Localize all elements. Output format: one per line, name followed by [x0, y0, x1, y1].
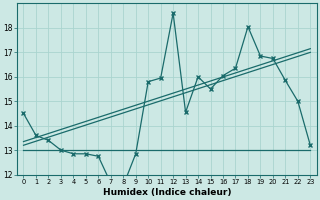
X-axis label: Humidex (Indice chaleur): Humidex (Indice chaleur) [103, 188, 231, 197]
